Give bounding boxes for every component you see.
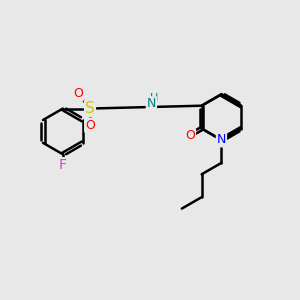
Text: N: N <box>217 134 226 146</box>
Text: F: F <box>59 158 67 172</box>
Text: S: S <box>85 101 95 116</box>
Text: O: O <box>85 118 95 132</box>
Text: O: O <box>73 87 83 100</box>
Text: O: O <box>185 130 195 142</box>
Text: H: H <box>149 93 158 103</box>
Text: N: N <box>147 97 156 110</box>
